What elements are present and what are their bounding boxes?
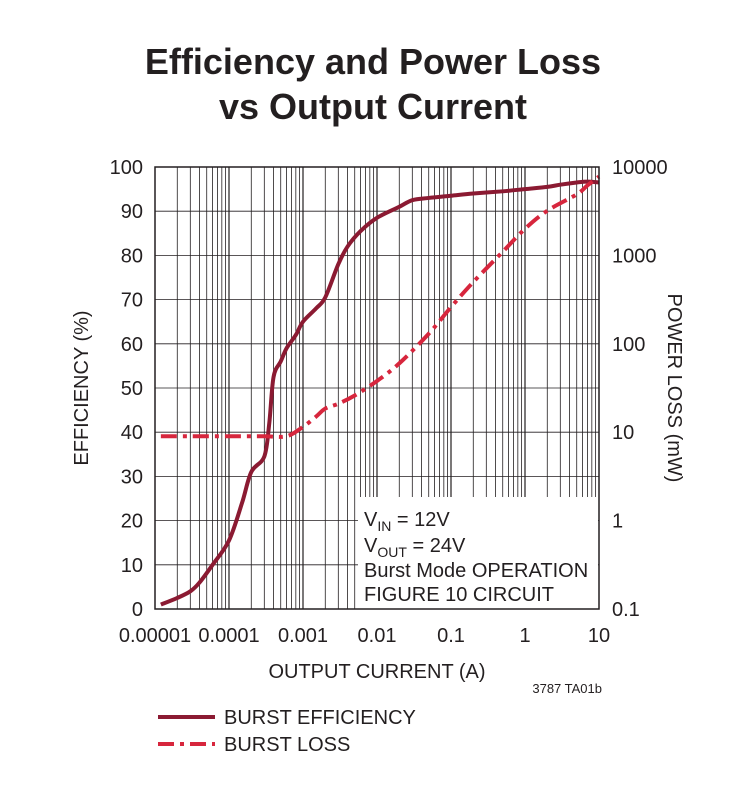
chart-title-line2: vs Output Current <box>219 86 527 127</box>
annotation-box <box>358 497 598 609</box>
annotation-vout: VOUT = 24V <box>364 535 466 560</box>
y-left-tick-label: 10 <box>121 555 143 577</box>
y-left-tick-label: 20 <box>121 511 143 533</box>
y-left-tick-label: 60 <box>121 334 143 356</box>
y-right-tick-label: 100 <box>612 334 645 356</box>
y-right-tick-label: 10000 <box>612 157 668 179</box>
burst-efficiency-line <box>160 179 600 607</box>
y-right-tick-label: 1000 <box>612 245 657 267</box>
y-axis-left-label: EFFICIENCY (%) <box>71 310 93 465</box>
x-tick-label: 0.00001 <box>119 625 191 647</box>
x-tick-label: 10 <box>588 625 610 647</box>
x-tick-label: 0.0001 <box>198 625 259 647</box>
x-tick-label: 0.1 <box>437 625 465 647</box>
y-left-tick-label: 70 <box>121 290 143 312</box>
legend-efficiency-label: BURST EFFICIENCY <box>224 707 416 729</box>
x-tick-label: 1 <box>519 625 530 647</box>
y-left-tick-label: 0 <box>132 599 143 621</box>
x-tick-label: 0.01 <box>358 625 397 647</box>
y-left-tick-label: 40 <box>121 422 143 444</box>
y-left-tick-label: 30 <box>121 466 143 488</box>
chart-title-line1: Efficiency and Power Loss <box>145 41 601 82</box>
x-tick-label: 0.001 <box>278 625 328 647</box>
y-right-tick-label: 10 <box>612 422 634 444</box>
curves <box>160 174 601 607</box>
burst-loss-line <box>160 174 601 439</box>
y-left-tick-label: 50 <box>121 378 143 400</box>
y-left-tick-label: 100 <box>110 157 143 179</box>
annotation-vin: VIN = 12V <box>364 509 450 534</box>
legend-loss-label: BURST LOSS <box>224 734 350 756</box>
y-left-tick-label: 90 <box>121 201 143 223</box>
y-axis-right-label: POWER LOSS (mW) <box>663 294 685 483</box>
x-axis-label: OUTPUT CURRENT (A) <box>268 661 485 683</box>
plot-border <box>154 166 600 610</box>
y-right-tick-label: 0.1 <box>612 599 640 621</box>
annotation-circuit: FIGURE 10 CIRCUIT <box>364 584 554 606</box>
y-left-tick-label: 80 <box>121 245 143 267</box>
annotation-mode: Burst Mode OPERATION <box>364 560 588 582</box>
figure-code: 3787 TA01b <box>532 681 602 696</box>
tick-labels: 0.00001 0.0001 0.001 0.01 0.1 1 10010203040506… <box>110 157 668 647</box>
y-right-tick-label: 1 <box>612 511 623 533</box>
